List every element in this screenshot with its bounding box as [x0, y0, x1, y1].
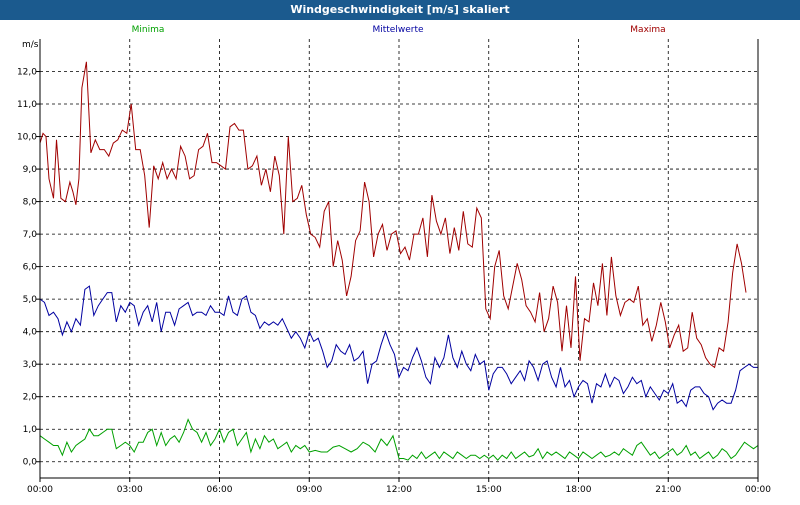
x-tick-time: 00:00: [27, 485, 53, 495]
y-tick-label: 1,0: [23, 425, 38, 435]
series-layer: [39, 61, 759, 461]
legend-label-minima: Minima: [132, 25, 165, 35]
x-tick-time: 09:00: [296, 485, 322, 495]
x-tick-time: 15:00: [476, 485, 502, 495]
series-line-minima: [39, 418, 759, 461]
y-tick-label: 0,0: [23, 458, 38, 468]
x-tick-time: 21:00: [655, 485, 681, 495]
x-tick-time: 00:00: [745, 485, 771, 495]
series-line-mittelwerte: [39, 285, 758, 411]
y-tick-label: 5,0: [23, 295, 38, 305]
chart-title: Windgeschwindigkeit [m/s] skaliert: [0, 0, 800, 20]
x-tick-time: 18:00: [566, 485, 592, 495]
series-line-maxima: [39, 61, 747, 369]
y-tick-label: 9,0: [23, 165, 38, 175]
y-tick-label: 11,0: [17, 100, 37, 110]
x-tick-time: 03:00: [117, 485, 143, 495]
legend: Minima Mittelwerte Maxima: [132, 25, 666, 35]
y-tick-label: 4,0: [23, 328, 38, 338]
legend-label-mittelwerte: Mittelwerte: [372, 25, 423, 35]
y-tick-label: 3,0: [23, 360, 38, 370]
y-tick-label: 8,0: [23, 198, 38, 208]
chart-area: 0,0 1,0 2,0 3,0 4,0 5,0 6,0 7,0 8,0 9,0 10,0 11,0 12…: [0, 20, 800, 505]
y-tick-label: 7,0: [23, 230, 38, 240]
y-tick-label: 2,0: [23, 393, 38, 403]
y-tick-label: 10,0: [17, 133, 37, 143]
y-tick-label: 12,0: [17, 68, 37, 78]
line-chart: 0,0 1,0 2,0 3,0 4,0 5,0 6,0 7,0 8,0 9,0 10,0 11,0 12…: [17, 25, 778, 505]
legend-label-maxima: Maxima: [630, 25, 665, 35]
x-tick-time: 06:00: [207, 485, 233, 495]
x-tick-time: 12:00: [386, 485, 412, 495]
y-tick-label: 6,0: [23, 263, 38, 273]
y-axis-label: m/s: [22, 40, 39, 50]
